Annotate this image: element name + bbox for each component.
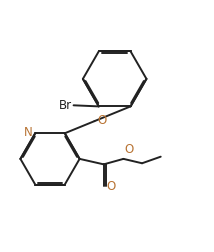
Text: O: O	[106, 180, 115, 193]
Text: Br: Br	[59, 99, 72, 112]
Text: N: N	[24, 126, 33, 139]
Text: O: O	[97, 114, 106, 127]
Text: O: O	[125, 143, 134, 156]
